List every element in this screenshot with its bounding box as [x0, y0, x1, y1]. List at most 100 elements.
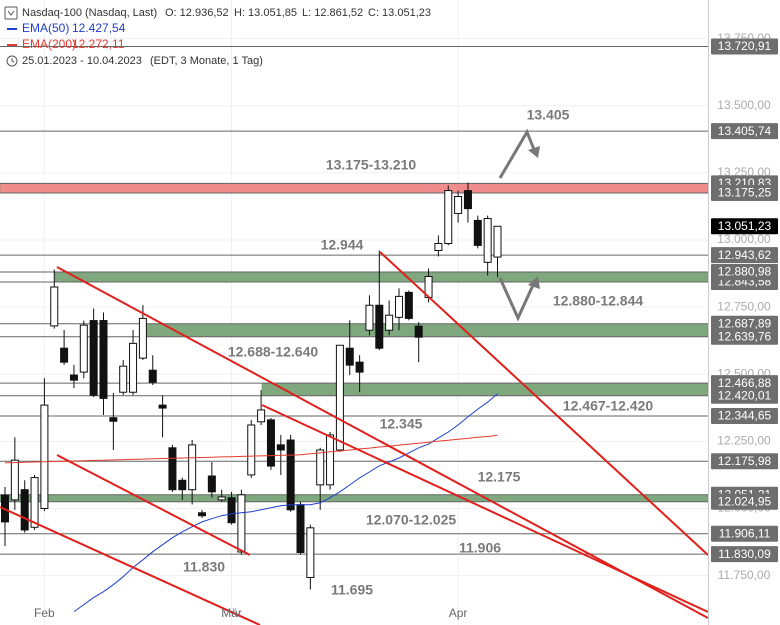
- level-box: [711, 184, 778, 201]
- annotation: 12.944: [321, 237, 364, 253]
- candle-body: [69, 374, 78, 381]
- level-box: [711, 247, 778, 264]
- header: Nasdaq-100 (Nasdaq, Last) O: 12.936,52 H…: [4, 6, 431, 67]
- candle-body: [414, 325, 423, 338]
- arrow: [498, 277, 536, 322]
- trend-line: [379, 251, 708, 556]
- ema-line: [4, 434, 498, 464]
- ohlc-value: C: 13.051,23: [368, 7, 431, 19]
- x-tick-label: Apr: [449, 606, 468, 620]
- chevron: [7, 10, 15, 16]
- level-label: 13.175,25: [718, 186, 772, 200]
- candle-body: [463, 190, 472, 210]
- candle-body: [119, 365, 128, 393]
- last-price-box: [711, 218, 778, 235]
- arrow: [498, 128, 537, 179]
- level-label: 12.639,76: [718, 329, 772, 343]
- date-range: 25.01.2023 - 10.04.2023: [22, 55, 142, 67]
- arrowhead: [528, 276, 540, 289]
- legend-value: 12.427,54: [72, 21, 126, 35]
- arrowhead: [528, 146, 540, 158]
- annotation: 12.345: [380, 416, 423, 432]
- candle-body: [247, 424, 256, 476]
- candle-body: [168, 447, 177, 491]
- candle-body: [79, 324, 88, 373]
- trend-lines: [0, 251, 708, 625]
- level-label: 12.687,89: [718, 316, 772, 330]
- x-tick-label: Mär: [221, 606, 242, 620]
- level-label: 12.466,88: [718, 376, 772, 390]
- annotation: 13.405: [527, 107, 570, 123]
- level-box: [711, 387, 778, 404]
- zone: [144, 323, 708, 337]
- level-box: [711, 38, 778, 55]
- level-label: 13.720,91: [718, 39, 772, 53]
- clock-hand: [11, 58, 15, 63]
- candle-body: [207, 475, 216, 493]
- candle-body: [10, 459, 19, 501]
- candle-body: [483, 218, 492, 263]
- annotation: 12.880-12.844: [553, 293, 644, 309]
- plot-back: [0, 0, 708, 625]
- candle-body: [60, 347, 69, 363]
- candle-body: [355, 361, 364, 373]
- candle-body: [326, 434, 335, 486]
- candle-body: [257, 409, 266, 423]
- candle-body: [178, 479, 187, 491]
- candle-body: [286, 439, 295, 511]
- ema-line: [73, 393, 498, 613]
- candle-body: [148, 369, 157, 383]
- arrows: [498, 128, 540, 322]
- zone: [54, 271, 708, 283]
- level-box: [711, 546, 778, 563]
- ohlc-value: H: 13.051,85: [234, 7, 297, 19]
- annotation: 12.467-12.420: [563, 398, 654, 414]
- level-label: 12.175,98: [718, 454, 772, 468]
- candle-body: [345, 347, 354, 366]
- instrument: Nasdaq-100 (Nasdaq, Last): [22, 7, 157, 19]
- level-box: [711, 328, 778, 345]
- candle-body: [50, 286, 59, 327]
- y-tick-label: 13.000,00: [717, 232, 771, 246]
- y-tick-label: 12.250,00: [717, 434, 771, 448]
- trend-line: [0, 506, 261, 625]
- candle-body: [296, 504, 305, 554]
- candle-body: [395, 295, 403, 318]
- candle-body: [129, 342, 138, 393]
- ohlc-value: O: 12.936,52: [165, 7, 229, 19]
- candle-body: [434, 243, 443, 251]
- candle-body: [99, 320, 108, 399]
- last-price-label: 13.051,23: [718, 219, 772, 233]
- menu-icon[interactable]: [4, 6, 18, 20]
- ohlc-value: L: 12.861,52: [302, 7, 363, 19]
- candle-body: [266, 419, 275, 467]
- candle-body: [375, 304, 384, 349]
- period: (EDT, 3 Monate, 1 Tag): [150, 55, 263, 67]
- candle-body: [30, 477, 39, 528]
- candle-body: [335, 344, 344, 451]
- plot-front: Feb Mär Apr 13.405 13.175-13.210 12.944 12.880…: [34, 107, 653, 620]
- level-label: 12.420,01: [718, 388, 772, 402]
- trend-line: [56, 266, 708, 619]
- candle-body: [316, 449, 325, 486]
- candle-body: [493, 225, 502, 258]
- candle-body: [473, 219, 482, 246]
- candle-body: [188, 444, 197, 491]
- annotation: 12.688-12.640: [228, 344, 319, 360]
- candle-body: [454, 196, 463, 214]
- legend-label: EMA(200): [22, 37, 76, 51]
- candle-body: [20, 489, 29, 531]
- candle-body: [40, 404, 49, 509]
- candle-body: [444, 190, 453, 245]
- price-axis: 11.750,0012.000,0012.250,0012.500,0012.7…: [711, 31, 778, 582]
- level-label: 12.024,95: [718, 494, 772, 508]
- candle-body: [306, 527, 315, 578]
- candle-body: [198, 512, 206, 517]
- level-label: 12.344,65: [718, 409, 772, 423]
- candle-body: [276, 444, 285, 451]
- candle-body: [158, 404, 167, 409]
- y-tick-label: 12.750,00: [717, 299, 771, 313]
- annotation: 11.830: [183, 559, 225, 575]
- annotation: 12.175: [478, 469, 521, 485]
